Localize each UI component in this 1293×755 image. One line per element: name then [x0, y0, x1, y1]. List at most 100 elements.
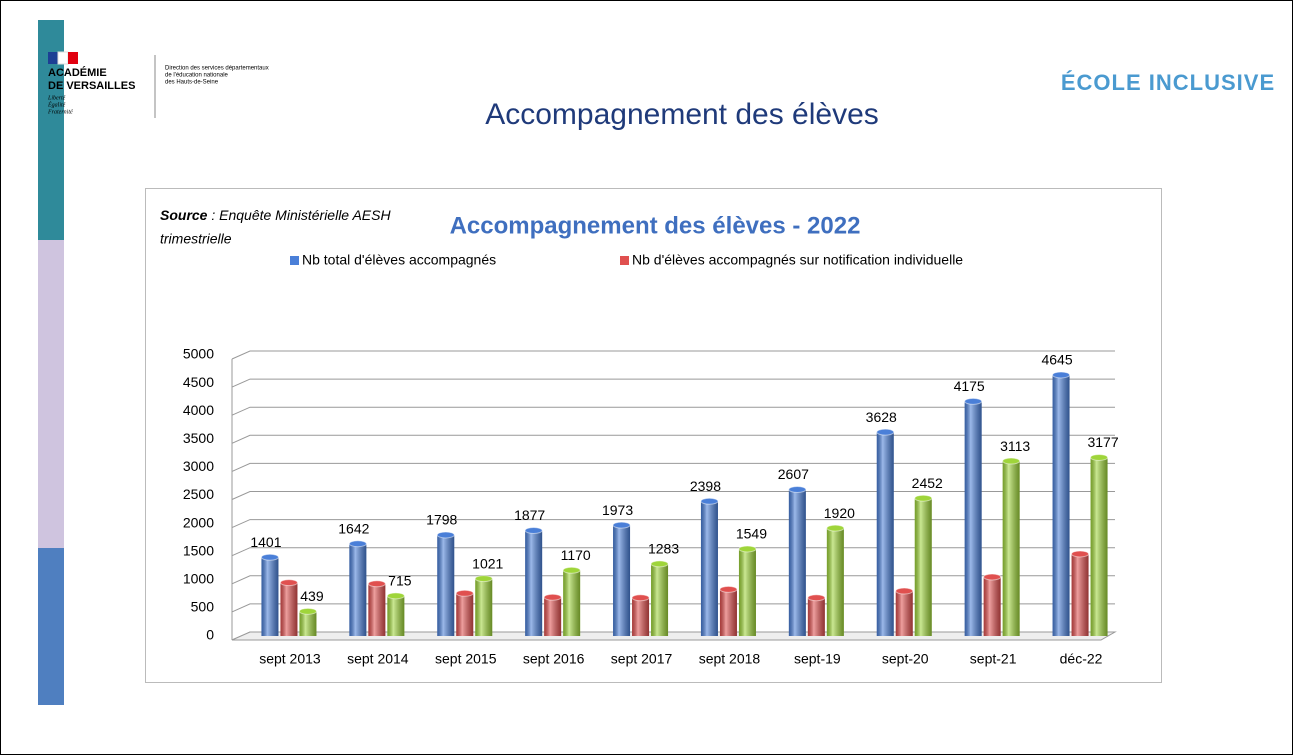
slide-title: Accompagnement des élèves	[485, 98, 879, 131]
bar-top	[914, 494, 933, 502]
flag	[68, 52, 78, 64]
bar-top	[1090, 453, 1109, 461]
y-tick-label: 1500	[183, 542, 214, 558]
bar-top	[543, 593, 562, 601]
bar-shade	[475, 578, 493, 636]
legend-swatch	[290, 256, 299, 265]
y-tick-label: 0	[206, 627, 214, 643]
bar-top	[348, 540, 367, 548]
bar-top	[455, 589, 474, 597]
grid-line	[231, 547, 1115, 557]
motto: Fraternité	[47, 109, 73, 115]
source: Source : Enquête Ministérielle AESH	[160, 207, 391, 223]
bar-shade	[826, 528, 844, 636]
data-label: 2398	[690, 478, 721, 494]
data-label: 2607	[778, 466, 809, 482]
data-label: 1877	[514, 507, 545, 523]
grid-line	[231, 519, 1115, 529]
data-label: 1642	[338, 520, 369, 536]
bar-shade	[387, 595, 405, 636]
grid-line	[231, 350, 1115, 360]
y-tick-label: 5000	[183, 346, 214, 362]
bar-top	[964, 397, 983, 405]
bar-shade	[613, 525, 631, 636]
bar-shade	[700, 501, 718, 636]
x-tick-label: sept 2016	[523, 651, 585, 667]
bar-shade	[544, 597, 562, 636]
bar-top	[474, 575, 493, 583]
bar-top	[983, 573, 1002, 581]
data-label: 2452	[912, 475, 943, 491]
legend-swatch	[620, 256, 629, 265]
motto: Liberté	[47, 95, 66, 101]
x-tick-label: sept 2017	[611, 651, 673, 667]
data-label: 4175	[954, 378, 985, 394]
bar-shade	[1002, 461, 1020, 636]
x-tick-label: sept-21	[970, 651, 1017, 667]
bar-shade	[895, 591, 913, 636]
bar-top	[279, 579, 298, 587]
bar-shade	[983, 576, 1001, 636]
flag	[48, 52, 58, 64]
x-tick-label: sept-19	[794, 651, 841, 667]
bar-top	[631, 594, 650, 602]
bar-shade	[280, 582, 298, 636]
bar-shade	[719, 589, 737, 636]
bar-top	[436, 531, 455, 539]
badge: ÉCOLE INCLUSIVE	[1061, 70, 1275, 95]
bar-shade	[1071, 553, 1089, 636]
x-tick-label: sept 2018	[699, 651, 761, 667]
data-label: 1549	[736, 526, 767, 542]
direction: des Hauts-de-Seine	[165, 80, 219, 86]
bar-shade	[788, 489, 806, 636]
bar-shade	[525, 530, 543, 636]
data-label: 1401	[250, 534, 281, 550]
bar-top	[700, 497, 719, 505]
bar-shade	[738, 548, 756, 636]
bar-top	[1071, 550, 1090, 558]
grid-line	[231, 575, 1115, 585]
bar-top	[612, 521, 631, 529]
data-label: 1973	[602, 502, 633, 518]
bar-top	[367, 580, 386, 588]
bar-shade	[437, 534, 455, 636]
bar-top	[719, 585, 738, 593]
source-text: : Enquête Ministérielle AESH	[211, 207, 391, 223]
bar-shade	[914, 498, 932, 636]
bar-top	[524, 527, 543, 535]
bar-shade	[261, 557, 279, 636]
legend-label: Nb total d'élèves accompagnés	[302, 252, 496, 268]
bar-top	[788, 485, 807, 493]
data-label: 4645	[1041, 352, 1072, 368]
bar-shade	[456, 593, 474, 636]
data-label: 1283	[648, 541, 679, 557]
bar-shade	[349, 543, 367, 636]
bar-shade	[368, 583, 386, 636]
bar-top	[1052, 371, 1071, 379]
motto: Égalité	[47, 100, 66, 108]
grid-line	[231, 462, 1115, 472]
bar-shade	[876, 432, 894, 636]
data-label: 1920	[824, 505, 855, 521]
data-label: 439	[300, 588, 324, 604]
logo: ACADÉMIE DE VERSAILLES Liberté Égalité F…	[47, 51, 269, 118]
bar-shade	[632, 597, 650, 636]
bar-shade	[1052, 374, 1070, 636]
direction: de l'éducation nationale	[165, 73, 229, 79]
bar-top	[650, 560, 669, 568]
bar-top	[826, 524, 845, 532]
logo-text: ACADÉMIE	[48, 66, 107, 79]
data-label: 1021	[472, 555, 503, 571]
grid-line	[231, 378, 1115, 388]
y-tick-label: 3000	[183, 458, 214, 474]
x-tick-label: sept 2015	[435, 651, 497, 667]
source-label: Source	[160, 207, 208, 223]
bar-shade	[563, 570, 581, 636]
y-tick-label: 1000	[183, 571, 214, 587]
legend-label: Nb d'élèves accompagnés sur notification…	[632, 252, 963, 268]
bar-top	[876, 428, 895, 436]
flag	[57, 51, 69, 65]
logo-text: DE VERSAILLES	[48, 80, 135, 92]
y-tick-label: 3500	[183, 430, 214, 446]
